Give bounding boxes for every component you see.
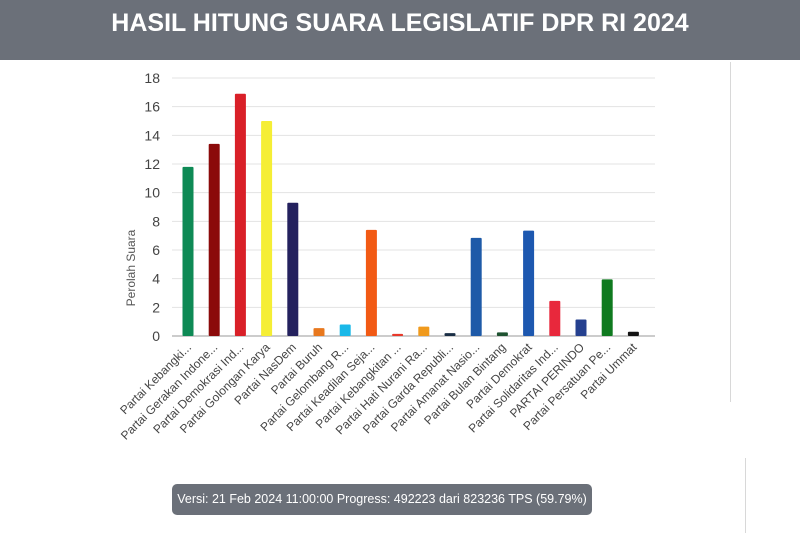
bar [182, 166, 194, 336]
bar [208, 143, 220, 336]
bar-chart: 0 2 4 6 8 10 12 14 16 18 Partai Kebangki...Partai… [117, 70, 655, 443]
page-title: HASIL HITUNG SUARA LEGISLATIF DPR RI 202… [111, 9, 689, 37]
bar [365, 229, 377, 336]
bar [575, 319, 587, 336]
bar [234, 93, 246, 336]
y-tick-label: 18 [144, 70, 160, 86]
bar [313, 328, 325, 336]
bar [261, 121, 273, 336]
y-tick-label: 8 [152, 213, 160, 229]
grid-lines [172, 77, 655, 337]
y-tick-label: 6 [152, 242, 160, 258]
bar [287, 202, 299, 336]
divider-line [730, 62, 731, 402]
y-axis-label: Perolah Suara [124, 229, 138, 306]
header-bar: HASIL HITUNG SUARA LEGISLATIF DPR RI 202… [0, 0, 800, 60]
bar [444, 333, 456, 336]
bar [601, 279, 613, 336]
x-tick-labels: Partai Kebangki...Partai Gerakan Indone.… [117, 340, 640, 443]
bar [339, 324, 351, 336]
y-tick-label: 0 [152, 328, 160, 344]
bar [418, 326, 430, 336]
bar [392, 333, 404, 336]
y-tick-label: 2 [152, 299, 160, 315]
divider-line [745, 458, 746, 533]
y-tick-label: 14 [144, 127, 160, 143]
bar-group [182, 93, 639, 336]
status-pill: Versi: 21 Feb 2024 11:00:00 Progress: 49… [172, 484, 592, 515]
bar [523, 230, 535, 336]
y-tick-label: 4 [152, 271, 160, 287]
bar [627, 331, 639, 336]
bar [549, 300, 561, 336]
y-tick-label: 12 [144, 156, 160, 172]
bar [470, 237, 482, 336]
y-tick-labels: 0 2 4 6 8 10 12 14 16 18 [144, 70, 160, 344]
y-tick-label: 10 [144, 185, 160, 201]
bar [496, 332, 508, 336]
y-tick-label: 16 [144, 99, 160, 115]
